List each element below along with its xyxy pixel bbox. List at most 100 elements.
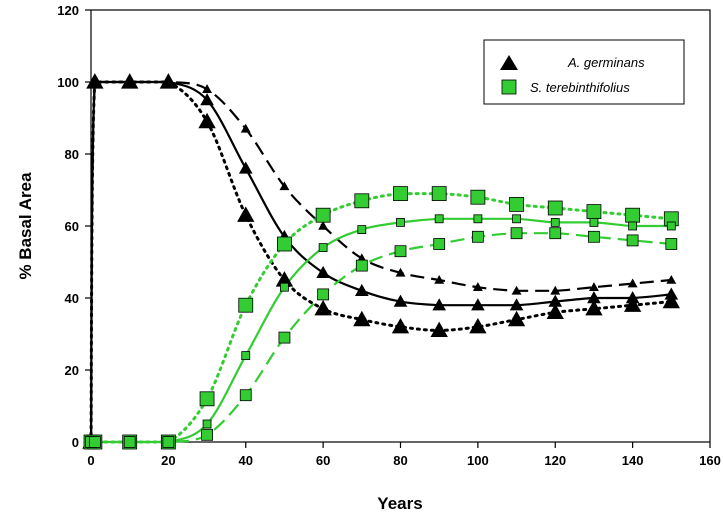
legend-label-a-germinans: A. germinans xyxy=(567,55,645,70)
data-point-square xyxy=(431,186,447,202)
series-line-4 xyxy=(91,217,672,444)
data-point-square xyxy=(239,389,252,402)
x-axis-title: Years xyxy=(377,494,422,513)
x-tick-label: 100 xyxy=(467,453,489,468)
data-point-square xyxy=(394,245,407,258)
data-point-square xyxy=(586,204,602,220)
data-point-triangle xyxy=(430,321,448,338)
series-line-0 xyxy=(89,80,672,443)
data-point-triangle xyxy=(395,267,406,277)
data-point-square xyxy=(201,428,213,441)
data-point-triangle xyxy=(666,274,677,284)
data-point-square xyxy=(549,227,562,240)
data-point-square xyxy=(354,193,370,209)
legend-label-s-terebinthifolius: S. terebinthifolius xyxy=(530,80,630,95)
data-point-triangle xyxy=(159,73,178,89)
series-line-5 xyxy=(91,232,672,444)
data-point-triangle xyxy=(509,298,524,311)
x-tick-label: 120 xyxy=(544,453,566,468)
y-tick-label: 120 xyxy=(57,3,79,18)
data-point-square xyxy=(434,214,444,224)
data-point-square xyxy=(665,238,678,250)
data-point-square xyxy=(199,391,215,407)
x-tick-label: 0 xyxy=(87,453,94,468)
y-tick-label: 60 xyxy=(65,219,79,234)
data-point-square xyxy=(666,221,676,231)
data-point-square xyxy=(396,217,405,227)
axis-ticks: 0 20 40 60 80 100 120 140 160 0 20 40 60 80 100 120 xyxy=(57,3,721,468)
data-point-square xyxy=(238,297,254,313)
series-line-3 xyxy=(89,192,673,444)
data-point-square xyxy=(471,230,484,243)
data-point-square xyxy=(550,217,560,227)
x-tick-label: 60 xyxy=(316,453,330,468)
data-point-square xyxy=(470,189,486,205)
data-point-triangle xyxy=(237,206,255,222)
data-point-square xyxy=(509,196,524,212)
data-point-square xyxy=(626,234,639,247)
data-point-triangle xyxy=(391,317,410,334)
data-point-triangle xyxy=(507,310,526,327)
data-point-square xyxy=(278,331,291,344)
data-point-triangle xyxy=(662,292,680,309)
data-point-triangle xyxy=(585,299,603,316)
data-point-triangle xyxy=(238,161,253,174)
data-point-triangle xyxy=(121,73,139,89)
data-point-square xyxy=(393,186,408,202)
data-point-square xyxy=(318,243,328,253)
data-point-square xyxy=(433,238,446,250)
data-point-triangle xyxy=(353,310,371,327)
data-point-triangle xyxy=(623,296,642,312)
data-point-triangle xyxy=(434,274,445,284)
data-point-square xyxy=(241,351,251,361)
y-tick-label: 40 xyxy=(65,291,79,306)
y-axis-title: % Basal Area xyxy=(16,172,35,280)
data-point-square xyxy=(277,236,292,252)
data-point-square xyxy=(547,200,563,216)
legend-square-icon xyxy=(501,79,517,95)
data-point-triangle xyxy=(314,299,332,316)
data-point-square xyxy=(512,214,521,224)
data-point-square xyxy=(317,288,330,301)
data-point-triangle xyxy=(588,282,599,291)
data-point-square xyxy=(355,259,368,272)
data-point-square xyxy=(123,436,136,448)
data-point-triangle xyxy=(393,294,408,307)
data-point-triangle xyxy=(548,294,563,307)
data-point-square xyxy=(473,214,483,224)
data-point-triangle xyxy=(511,285,522,295)
x-tick-label: 140 xyxy=(622,453,644,468)
data-point-triangle xyxy=(86,73,104,89)
data-point-square xyxy=(625,207,641,223)
data-point-triangle xyxy=(432,298,447,311)
data-point-triangle xyxy=(275,271,294,287)
data-point-triangle xyxy=(198,112,216,129)
data-point-square xyxy=(628,221,638,231)
x-tick-label: 40 xyxy=(239,453,253,468)
data-point-square xyxy=(88,436,101,448)
y-tick-label: 0 xyxy=(72,435,79,450)
data-point-triangle xyxy=(316,265,330,278)
x-tick-label: 20 xyxy=(161,453,175,468)
data-point-square xyxy=(357,225,367,235)
data-point-triangle xyxy=(200,93,214,106)
x-tick-label: 80 xyxy=(393,453,407,468)
series-line-2 xyxy=(89,80,673,444)
data-point-square xyxy=(162,436,175,448)
y-tick-label: 20 xyxy=(65,363,79,378)
data-point-square xyxy=(315,207,331,223)
legend-triangle-icon xyxy=(500,55,518,70)
data-point-triangle xyxy=(354,283,369,296)
data-point-square xyxy=(588,230,600,243)
data-point-triangle xyxy=(279,181,290,191)
data-point-triangle xyxy=(546,303,564,320)
data-point-triangle xyxy=(472,282,483,291)
data-point-triangle xyxy=(318,220,329,230)
data-point-triangle xyxy=(240,123,251,133)
y-tick-label: 100 xyxy=(57,75,79,90)
data-point-triangle xyxy=(587,291,601,304)
data-point-triangle xyxy=(627,278,638,288)
data-point-square xyxy=(280,282,289,292)
data-point-triangle xyxy=(469,317,487,334)
